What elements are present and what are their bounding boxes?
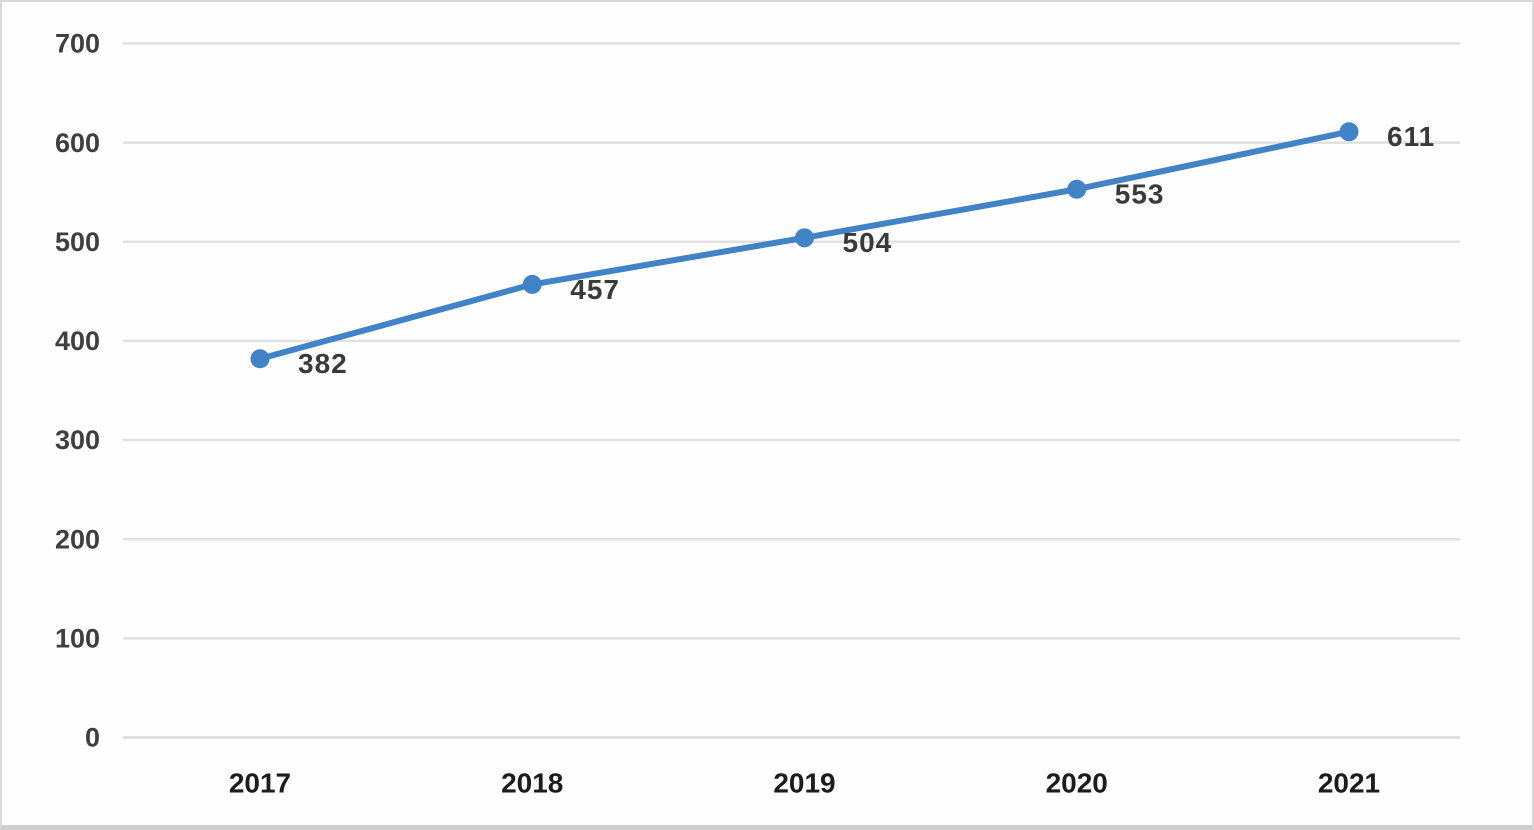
y-tick-label-300: 300: [55, 425, 100, 455]
x-tick-label-2019: 2019: [773, 767, 835, 798]
data-point-marker-2017: [250, 349, 270, 369]
x-tick-label-2021: 2021: [1318, 767, 1380, 798]
data-point-marker-2021: [1339, 122, 1359, 142]
data-point-marker-2018: [522, 274, 542, 294]
data-label-2017: 382: [298, 348, 348, 379]
y-tick-label-100: 100: [55, 623, 100, 653]
y-tick-label-0: 0: [85, 723, 100, 753]
data-label-2021: 611: [1387, 121, 1435, 152]
data-point-marker-2020: [1067, 179, 1087, 199]
data-label-2019: 504: [843, 227, 893, 258]
y-tick-label-500: 500: [55, 227, 100, 257]
data-label-2020: 553: [1115, 179, 1165, 210]
data-point-marker-2019: [795, 228, 814, 248]
y-tick-label-700: 700: [55, 29, 100, 59]
y-tick-label-400: 400: [55, 326, 100, 356]
x-tick-label-2018: 2018: [501, 767, 563, 798]
x-tick-label-2020: 2020: [1046, 767, 1108, 798]
data-label-2018: 457: [570, 274, 620, 305]
x-tick-label-2017: 2017: [229, 767, 291, 798]
y-tick-label-200: 200: [55, 524, 100, 554]
y-tick-label-600: 600: [55, 128, 100, 158]
